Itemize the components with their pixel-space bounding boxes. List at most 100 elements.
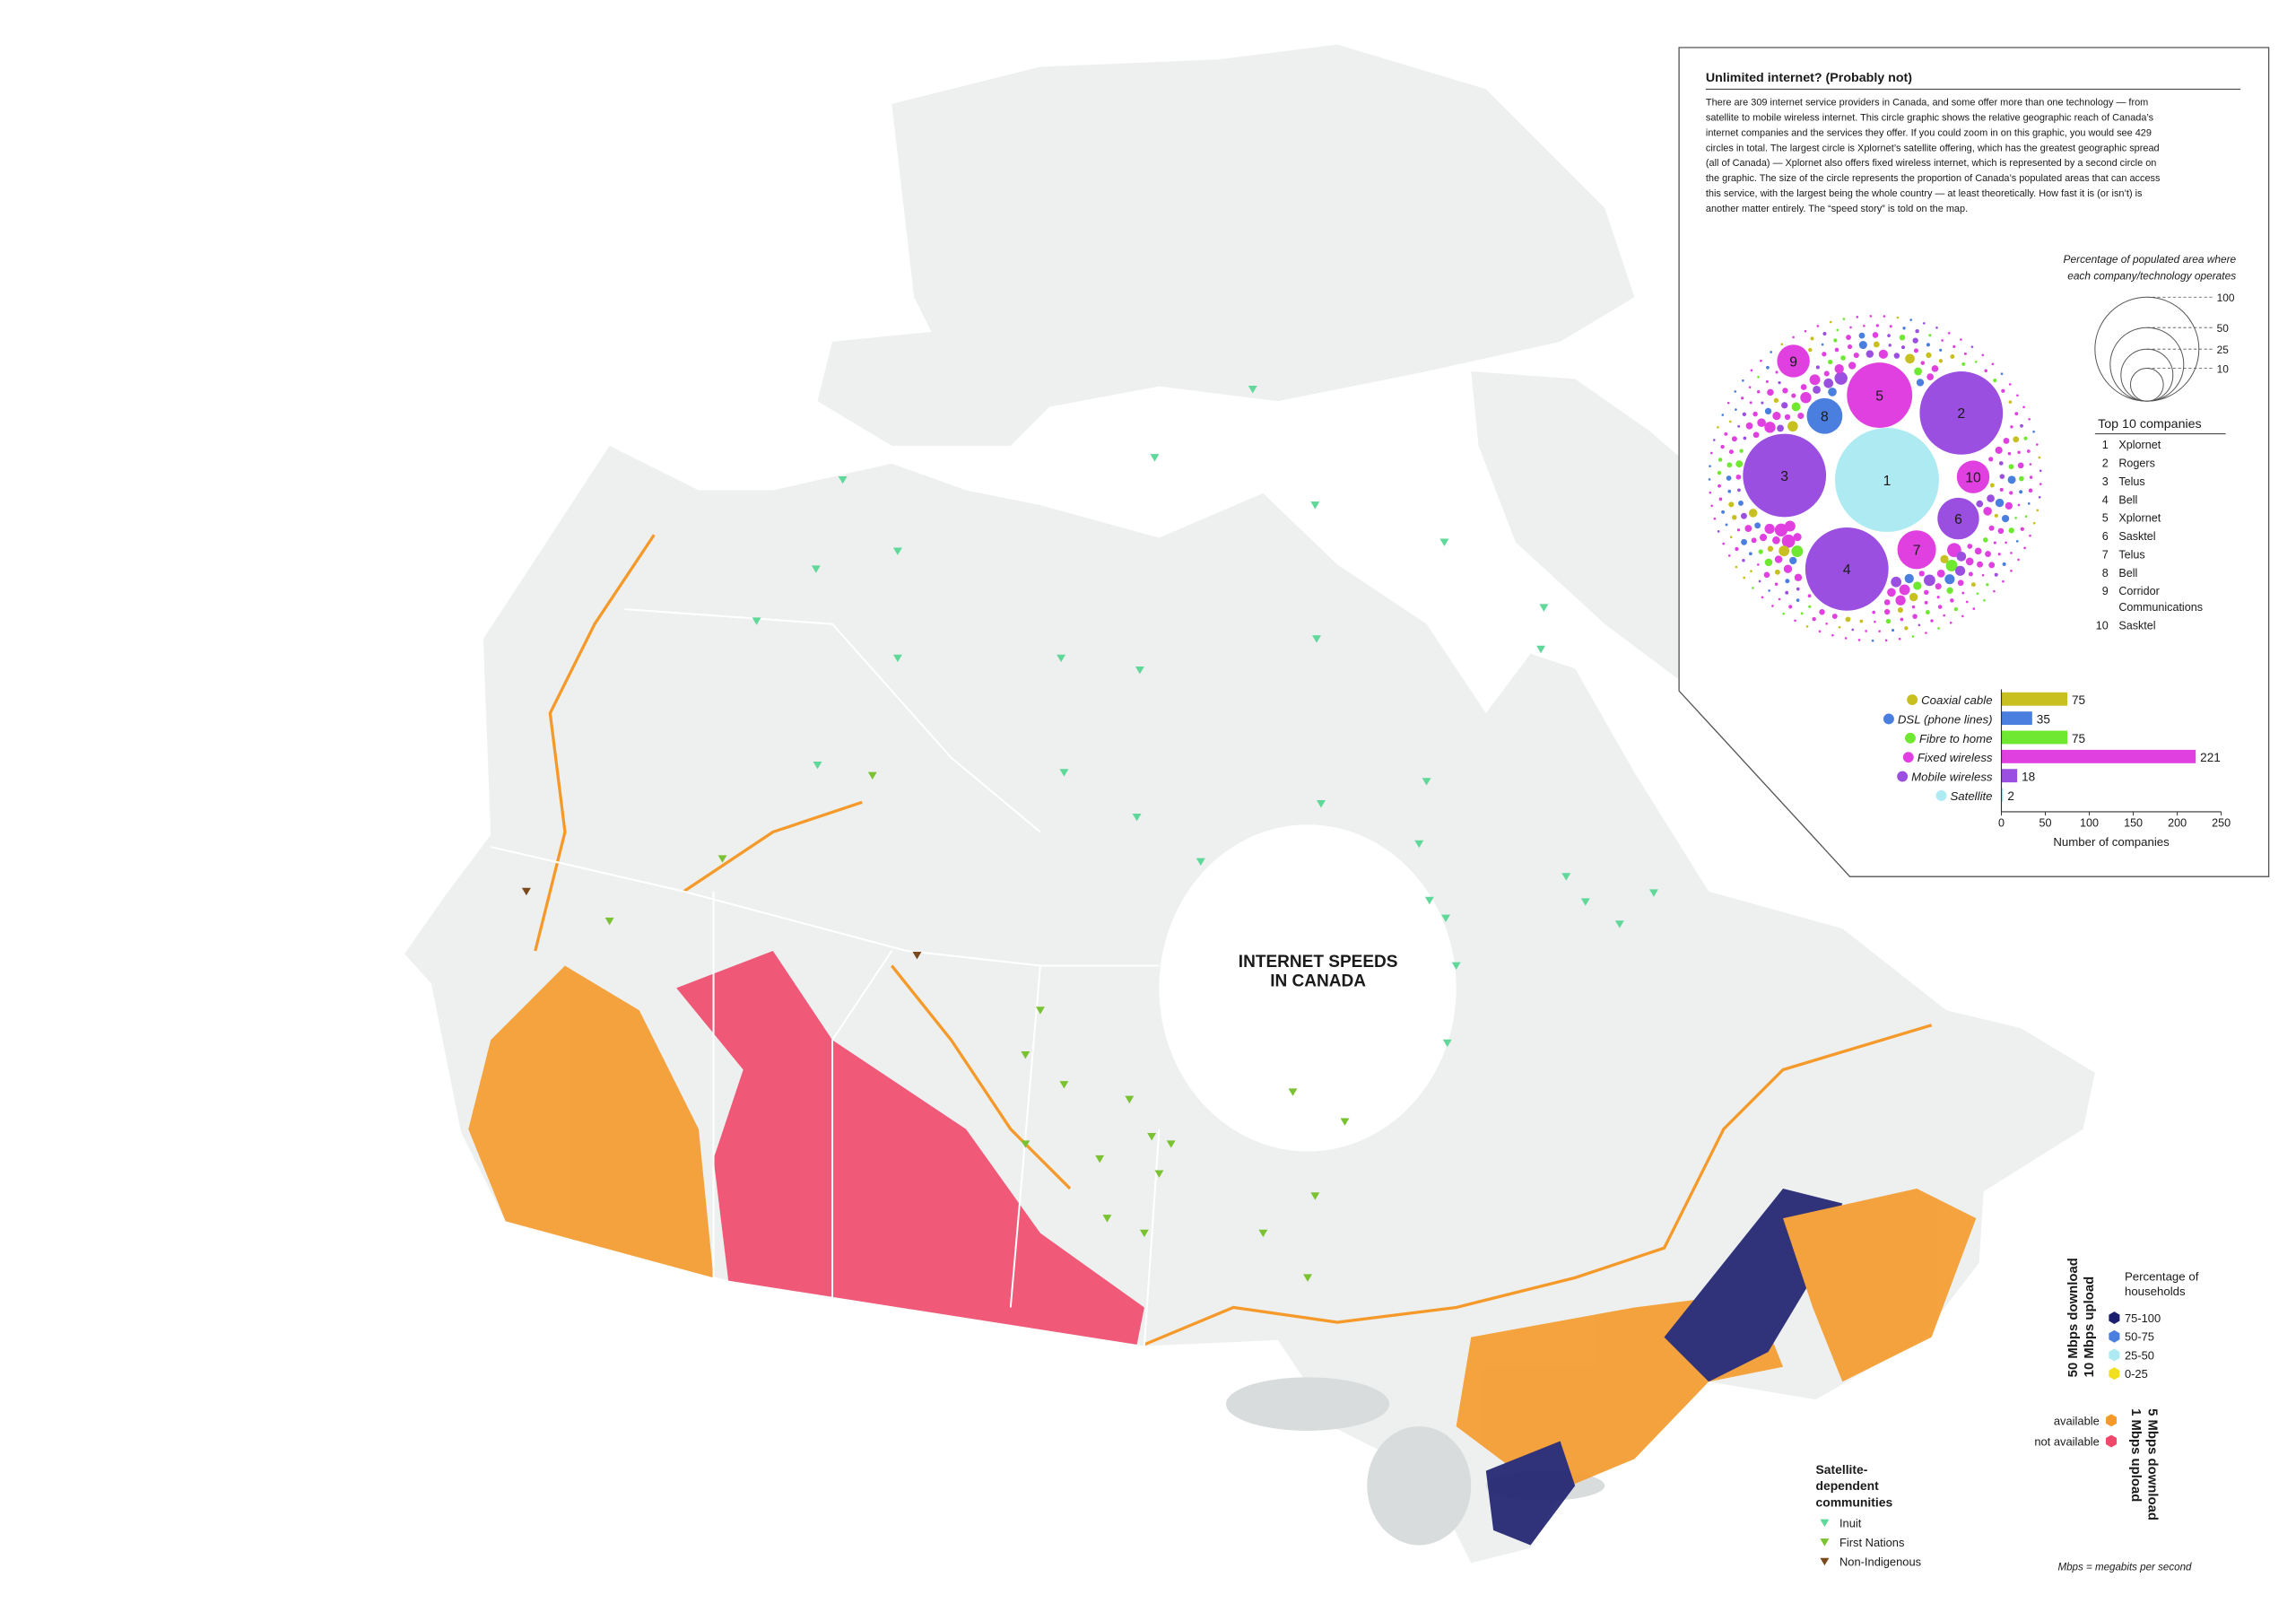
map-title: IN CANADA xyxy=(1270,972,1366,991)
small-bubble xyxy=(1774,555,1783,563)
road xyxy=(891,964,1072,1190)
top10-rank: 4 xyxy=(2102,493,2109,506)
small-bubble xyxy=(1709,465,1711,467)
small-bubble xyxy=(1713,517,1717,520)
small-bubble xyxy=(1905,353,1915,364)
bar-value: 75 xyxy=(2072,693,2085,707)
x-tick-label: 200 xyxy=(2168,817,2187,830)
top10-name: Xplornet xyxy=(2118,512,2161,525)
small-bubble xyxy=(1834,371,1848,385)
category-dot xyxy=(1935,789,1947,801)
triangle-marker xyxy=(1150,454,1160,462)
small-bubble xyxy=(2008,383,2012,386)
small-bubble xyxy=(1735,408,1737,411)
small-bubble xyxy=(1957,579,1964,587)
small-bubble xyxy=(1791,402,1801,412)
small-bubble xyxy=(1760,359,1762,362)
category-dot xyxy=(1907,694,1918,706)
small-bubble xyxy=(1965,557,1974,566)
small-bubble xyxy=(2017,450,2021,454)
small-bubble xyxy=(1950,598,1954,603)
small-bubble xyxy=(1742,558,1745,562)
small-bubble xyxy=(1946,587,1953,594)
size-legend-caption: Percentage of populated area where xyxy=(2064,253,2237,266)
small-bubble xyxy=(2029,463,2032,466)
small-bubble xyxy=(2009,491,2013,495)
small-bubble xyxy=(1818,630,1822,633)
satellite-label: Non-Indigenous xyxy=(1839,1555,1921,1569)
small-bubble xyxy=(1788,605,1793,609)
road xyxy=(1144,1024,1933,1346)
small-bubble xyxy=(1831,614,1838,619)
small-bubble xyxy=(1974,361,1978,363)
triangle-marker xyxy=(1539,604,1549,612)
satellite-label: First Nations xyxy=(1839,1536,1904,1549)
triangle-marker xyxy=(604,917,614,926)
inset-text-line: internet companies and the services they… xyxy=(1706,127,2152,138)
small-bubble xyxy=(2020,423,2023,428)
bubble-label: 6 xyxy=(1954,512,1962,527)
small-bubble xyxy=(2002,579,2005,583)
small-bubble xyxy=(2017,558,2020,562)
small-bubble xyxy=(1742,412,1746,416)
inset-text-line: the graphic. The size of the circle repr… xyxy=(1706,173,2161,184)
small-bubble xyxy=(1844,637,1848,640)
small-bubble xyxy=(1738,500,1744,506)
category-dot xyxy=(1905,732,1916,744)
small-bubble xyxy=(1717,426,1719,429)
small-bubble xyxy=(1842,318,1846,320)
small-bubble xyxy=(1920,361,1926,365)
small-bubble xyxy=(1737,424,1741,428)
small-bubble xyxy=(1758,579,1761,583)
small-bubble xyxy=(1889,325,1892,328)
small-bubble xyxy=(1936,596,1940,599)
small-bubble xyxy=(1937,605,1943,609)
small-bubble xyxy=(2032,430,2035,433)
small-bubble xyxy=(1902,327,1906,330)
small-bubble xyxy=(1945,559,1958,571)
small-bubble xyxy=(1937,627,1940,630)
x-axis-title: Number of companies xyxy=(2053,835,2170,849)
small-bubble xyxy=(1926,343,1930,347)
small-bubble xyxy=(1721,414,1725,416)
small-bubble xyxy=(2017,503,2021,507)
small-bubble xyxy=(1878,630,1881,632)
small-bubble xyxy=(1741,396,1744,400)
x-tick-label: 100 xyxy=(2080,817,2099,830)
triangle-marker xyxy=(1125,1095,1135,1104)
small-bubble xyxy=(1748,386,1752,389)
triangle-marker xyxy=(1316,800,1326,808)
small-bubble xyxy=(1813,386,1822,394)
small-bubble xyxy=(1858,332,1866,339)
triangle-marker xyxy=(1288,1088,1298,1096)
small-bubble xyxy=(1726,475,1732,481)
small-bubble xyxy=(1761,596,1764,599)
small-bubble xyxy=(2010,570,2013,572)
triangle-marker xyxy=(1451,962,1461,971)
category-dot xyxy=(1883,713,1894,725)
small-bubble xyxy=(1904,573,1914,584)
small-bubble xyxy=(1774,569,1780,575)
small-bubble xyxy=(1912,614,1918,619)
small-bubble xyxy=(2028,488,2033,493)
small-bubble xyxy=(1836,328,1839,332)
small-bubble xyxy=(1888,344,1892,347)
hex-marker xyxy=(2109,1311,2120,1325)
triangle-marker xyxy=(1414,840,1424,849)
small-bubble xyxy=(1775,370,1779,374)
inset-text-line: (all of Canada) — Xplornet also offers f… xyxy=(1706,158,2156,169)
triangle-marker xyxy=(912,951,922,960)
small-bubble xyxy=(1800,392,1812,404)
availability-label: available xyxy=(2054,1414,2100,1427)
small-bubble xyxy=(1720,444,1725,449)
small-bubble xyxy=(1725,523,1728,527)
small-bubble xyxy=(1759,534,1768,542)
category-label: Coaxial cable xyxy=(1921,693,1992,707)
inset-text-line: satellite to mobile wireless internet. T… xyxy=(1706,112,2154,123)
small-bubble xyxy=(1794,619,1796,623)
top10-rank: 1 xyxy=(2102,439,2109,451)
small-bubble xyxy=(1728,449,1734,455)
small-bubble xyxy=(1986,583,1989,587)
triangle-marker xyxy=(892,547,902,555)
small-bubble xyxy=(1935,583,1942,590)
